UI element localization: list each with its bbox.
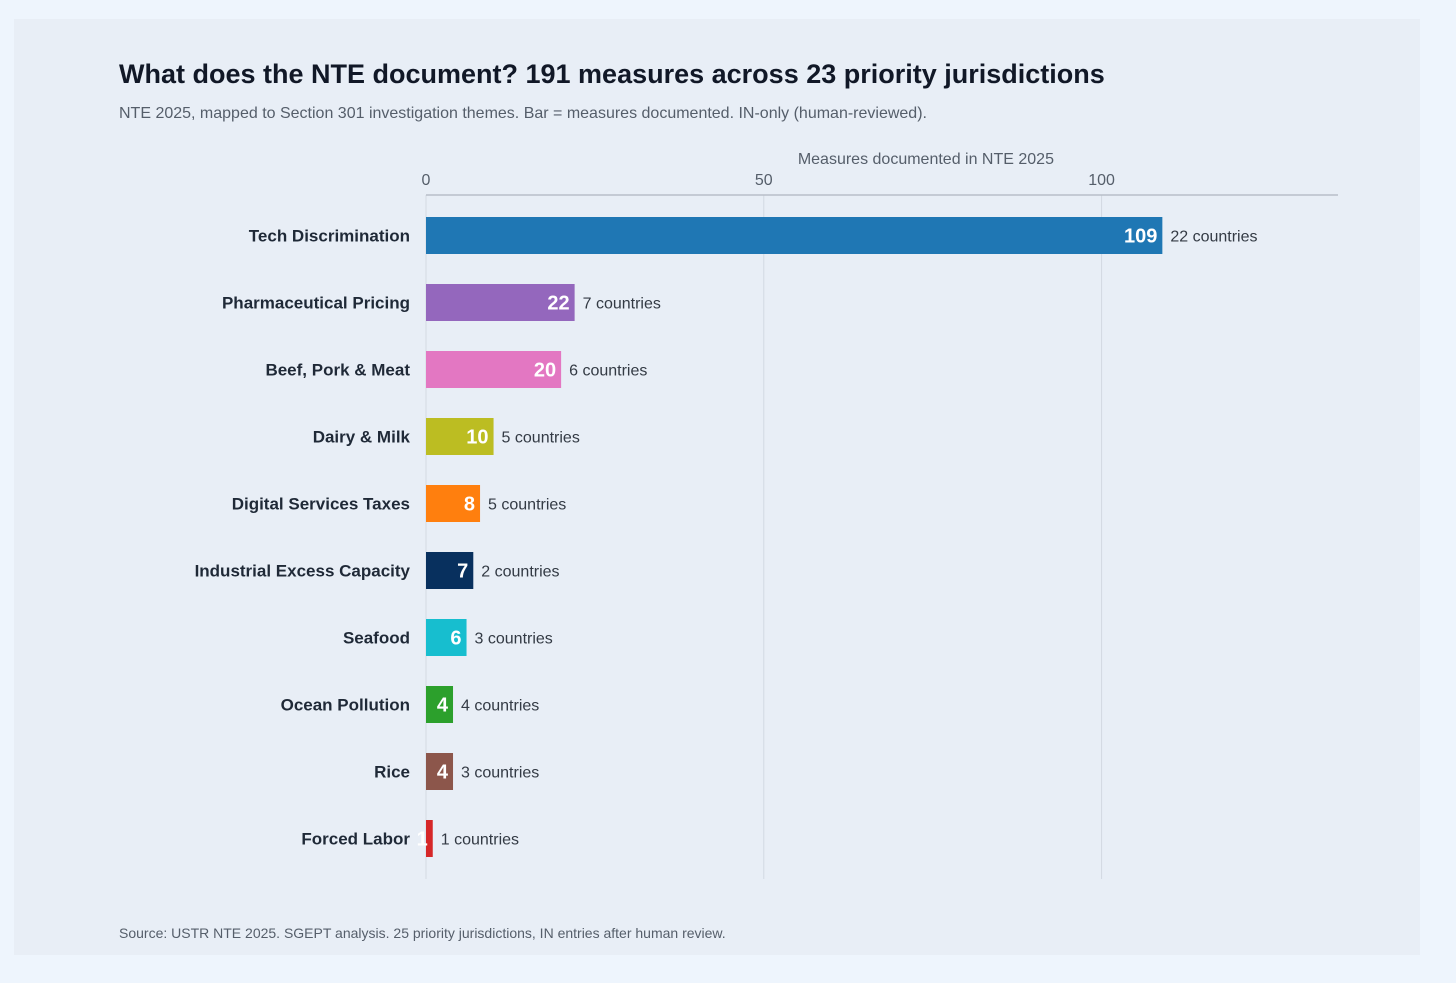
country-count-label: 22 countries [1170, 229, 1257, 246]
category-label: Beef, Pork & Meat [265, 361, 410, 380]
value-label: 7 [457, 561, 468, 583]
country-count-label: 4 countries [461, 698, 539, 715]
country-count-label: 3 countries [475, 631, 553, 648]
bars: Tech Discrimination 109 22 countries Pharma… [195, 217, 1258, 857]
value-label: 20 [534, 360, 556, 382]
bar [426, 820, 433, 857]
bar [426, 686, 454, 723]
value-label: 4 [437, 695, 449, 717]
x-axis-title: Measures documented in NTE 2025 [798, 151, 1054, 168]
category-label: Tech Discrimination [249, 227, 410, 246]
bar [426, 284, 575, 321]
country-count-label: 3 countries [461, 765, 539, 782]
value-label: 1 [417, 829, 428, 851]
country-count-label: 6 countries [569, 363, 647, 380]
country-count-label: 2 countries [481, 564, 559, 581]
category-label: Dairy & Milk [313, 428, 411, 447]
category-label: Industrial Excess Capacity [195, 562, 411, 581]
category-label: Rice [374, 763, 410, 782]
country-count-label: 7 countries [583, 296, 661, 313]
category-label: Seafood [343, 629, 410, 648]
value-label: 22 [547, 293, 569, 315]
x-tick-label: 50 [755, 172, 773, 189]
chart-title: What does the NTE document? 191 measures… [119, 59, 1105, 89]
category-label: Pharmaceutical Pricing [222, 294, 410, 313]
chart-panel: What does the NTE document? 191 measures… [14, 19, 1420, 955]
bar [426, 753, 454, 790]
value-label: 6 [450, 628, 461, 650]
country-count-label: 5 countries [488, 497, 566, 514]
x-tick-label: 100 [1088, 172, 1115, 189]
bar [426, 485, 481, 522]
bar [426, 418, 494, 455]
x-axis-ticks: 0 50 100 [422, 172, 1115, 189]
bar [426, 619, 467, 656]
source-note: Source: USTR NTE 2025. SGEPT analysis. 2… [119, 925, 726, 941]
bar [426, 552, 474, 589]
value-label: 8 [464, 494, 475, 516]
x-tick-label: 0 [422, 172, 431, 189]
value-label: 109 [1124, 226, 1157, 248]
chart-subtitle: NTE 2025, mapped to Section 301 investig… [119, 105, 927, 122]
bar-chart: Measures documented in NTE 2025 0 50 100 T… [195, 151, 1338, 879]
value-label: 10 [466, 427, 488, 449]
category-label: Digital Services Taxes [232, 495, 410, 514]
category-label: Ocean Pollution [281, 696, 410, 715]
bar [426, 217, 1163, 254]
country-count-label: 1 countries [441, 832, 519, 849]
value-label: 4 [437, 762, 449, 784]
bar [426, 351, 562, 388]
category-label: Forced Labor [301, 830, 410, 849]
country-count-label: 5 countries [502, 430, 580, 447]
